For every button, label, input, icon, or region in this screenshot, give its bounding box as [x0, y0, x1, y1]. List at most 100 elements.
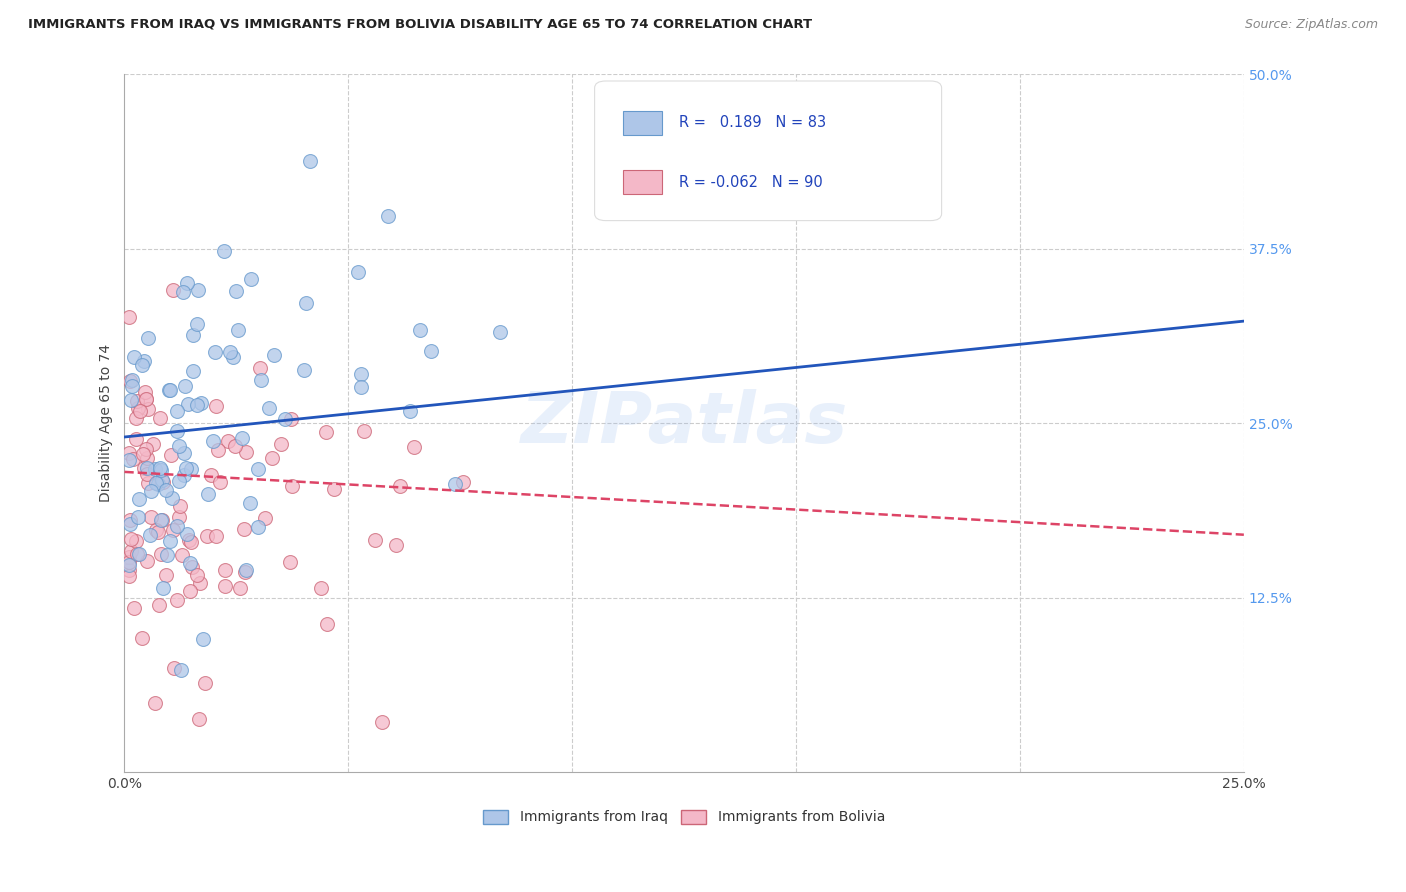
- Point: [217, 434, 239, 449]
- Point: [257, 401, 280, 416]
- Point: [138, 402, 160, 417]
- Point: [173, 446, 195, 460]
- Point: [205, 399, 228, 413]
- Point: [121, 379, 143, 393]
- Point: [136, 461, 159, 475]
- Point: [136, 554, 159, 568]
- Point: [353, 424, 375, 438]
- Point: [187, 283, 209, 297]
- Point: [145, 475, 167, 490]
- Point: [299, 154, 322, 169]
- Point: [315, 425, 337, 439]
- Point: [118, 558, 141, 572]
- Point: [136, 467, 159, 481]
- Point: [124, 411, 146, 425]
- Point: [152, 475, 174, 489]
- Point: [122, 351, 145, 365]
- Point: [150, 547, 173, 561]
- Point: [200, 468, 222, 483]
- Point: [281, 479, 304, 493]
- Point: [209, 475, 232, 489]
- Point: [166, 593, 188, 607]
- Point: [270, 437, 292, 451]
- Point: [162, 523, 184, 537]
- Point: [176, 277, 198, 291]
- Point: [350, 368, 373, 382]
- Point: [204, 345, 226, 359]
- Point: [174, 461, 197, 475]
- Point: [311, 581, 333, 595]
- Point: [155, 567, 177, 582]
- Legend: Immigrants from Iraq, Immigrants from Bolivia: Immigrants from Iraq, Immigrants from Bo…: [484, 810, 884, 824]
- Point: [207, 443, 229, 458]
- Point: [149, 411, 172, 425]
- Point: [186, 398, 208, 412]
- Point: [323, 482, 346, 496]
- Point: [180, 535, 202, 549]
- Point: [121, 373, 143, 387]
- Point: [186, 567, 208, 582]
- Point: [489, 325, 512, 339]
- Point: [150, 513, 173, 527]
- Point: [136, 476, 159, 491]
- Point: [142, 436, 165, 450]
- Point: [224, 440, 246, 454]
- Point: [170, 548, 193, 562]
- Point: [131, 447, 153, 461]
- Point: [195, 529, 218, 543]
- Point: [176, 527, 198, 541]
- Point: [188, 712, 211, 726]
- Point: [146, 525, 169, 540]
- Point: [169, 499, 191, 513]
- Point: [191, 632, 214, 646]
- Text: ZIPatlas: ZIPatlas: [520, 389, 848, 458]
- Point: [118, 517, 141, 532]
- Point: [201, 434, 224, 449]
- Point: [250, 372, 273, 386]
- Point: [246, 461, 269, 475]
- Point: [233, 565, 256, 579]
- Point: [118, 555, 141, 569]
- Point: [174, 378, 197, 392]
- Point: [172, 285, 194, 299]
- Point: [152, 581, 174, 595]
- Point: [219, 345, 242, 359]
- Point: [118, 446, 141, 460]
- Point: [128, 491, 150, 506]
- Point: [371, 714, 394, 729]
- Point: [120, 544, 142, 558]
- Point: [249, 360, 271, 375]
- Point: [125, 547, 148, 561]
- Point: [128, 547, 150, 561]
- Point: [214, 563, 236, 577]
- Point: [163, 661, 186, 675]
- Point: [129, 404, 152, 418]
- Point: [118, 564, 141, 578]
- Point: [177, 397, 200, 411]
- Point: [173, 467, 195, 482]
- Point: [239, 496, 262, 510]
- Point: [118, 550, 141, 565]
- Point: [135, 392, 157, 406]
- Point: [127, 510, 149, 524]
- Point: [150, 473, 173, 487]
- Point: [179, 584, 201, 599]
- Point: [159, 448, 181, 462]
- Point: [420, 344, 443, 359]
- Point: [181, 559, 204, 574]
- Point: [228, 581, 250, 595]
- Point: [149, 461, 172, 475]
- Point: [149, 513, 172, 527]
- Point: [295, 296, 318, 310]
- Point: [118, 310, 141, 324]
- Point: [120, 392, 142, 407]
- Point: [166, 404, 188, 418]
- Point: [120, 532, 142, 546]
- Point: [315, 617, 337, 632]
- Point: [280, 556, 302, 570]
- Point: [235, 563, 257, 577]
- Point: [280, 411, 302, 425]
- Point: [222, 350, 245, 364]
- Y-axis label: Disability Age 65 to 74: Disability Age 65 to 74: [100, 344, 114, 502]
- Point: [131, 358, 153, 372]
